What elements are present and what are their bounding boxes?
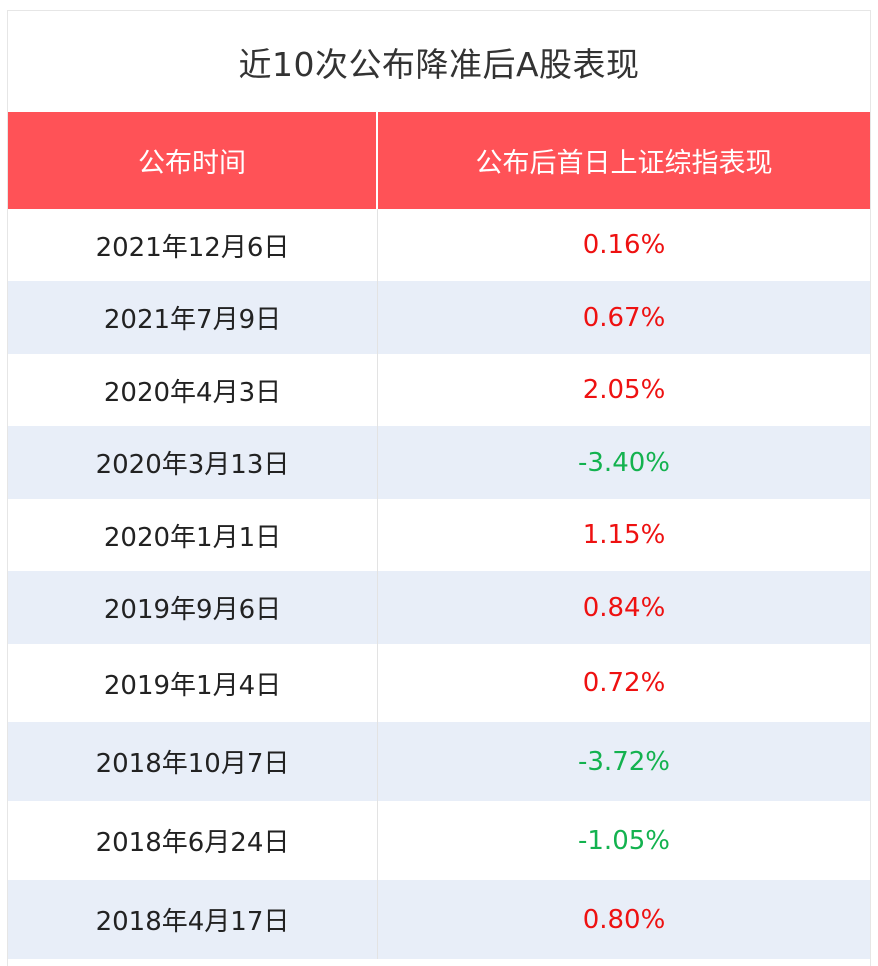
change-cell: 0.67% [582, 302, 666, 333]
table-header-row: 公布时间 公布后首日上证综指表现 [8, 112, 870, 209]
table-row: 2018年6月24日 -1.05% [8, 801, 870, 880]
change-cell: 1.15% [582, 520, 666, 550]
change-cell: -1.05% [578, 825, 670, 856]
date-cell: 2018年10月7日 [8, 722, 378, 801]
table-row: 2018年4月17日 0.80% [8, 880, 870, 959]
date-cell: 2019年1月4日 [8, 644, 378, 722]
change-cell: 0.80% [582, 904, 666, 935]
change-cell: -3.40% [578, 447, 670, 478]
date-cell: 2020年3月13日 [8, 426, 378, 499]
table-row: 2018年10月7日 -3.72% [8, 722, 870, 801]
date-cell: 2021年12月6日 [8, 209, 378, 281]
table-row: 2019年1月4日 0.72% [8, 644, 870, 722]
table-row: 2020年3月13日 -3.40% [8, 426, 870, 499]
performance-table: 近10次公布降准后A股表现 公布时间 公布后首日上证综指表现 2021年12月6… [7, 10, 871, 966]
table-row: 2021年12月6日 0.16% [8, 209, 870, 281]
change-cell: 0.16% [582, 230, 666, 260]
date-cell: 2020年1月1日 [8, 499, 378, 571]
date-cell: 2019年9月6日 [8, 571, 378, 644]
change-cell: 2.05% [582, 375, 666, 405]
table-row: 2019年9月6日 0.84% [8, 571, 870, 644]
date-cell: 2018年6月24日 [8, 801, 378, 880]
table-row: 2020年1月1日 1.15% [8, 499, 870, 571]
table-body: 2021年12月6日 0.16% 2021年7月9日 0.67% 2020年4月3日 2.… [8, 209, 870, 959]
table-title: 近10次公布降准后A股表现 [238, 44, 640, 84]
date-cell: 2020年4月3日 [8, 354, 378, 426]
change-cell: 0.84% [582, 592, 666, 623]
change-cell: 0.72% [582, 668, 666, 698]
table-row: 2020年4月3日 2.05% [8, 354, 870, 426]
table-row: 2021年7月9日 0.67% [8, 281, 870, 354]
column-header-date: 公布时间 [8, 112, 378, 209]
column-header-change: 公布后首日上证综指表现 [475, 148, 773, 179]
date-cell: 2018年4月17日 [8, 880, 378, 959]
change-cell: -3.72% [578, 746, 670, 777]
date-cell: 2021年7月9日 [8, 281, 378, 354]
